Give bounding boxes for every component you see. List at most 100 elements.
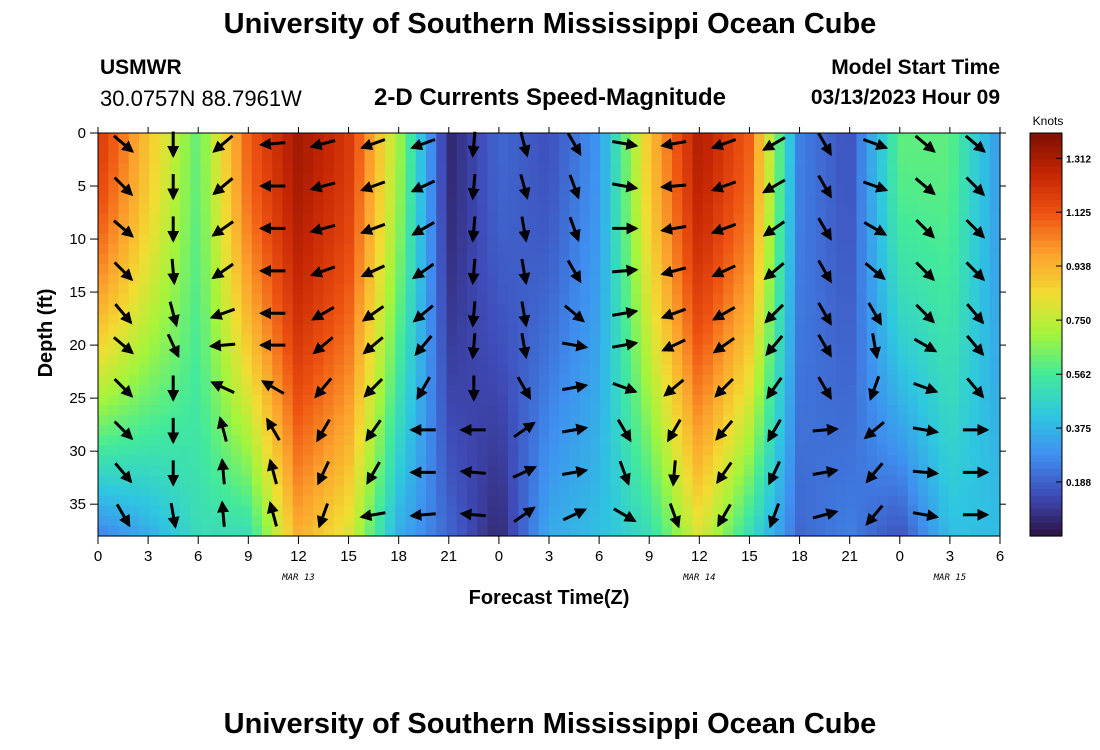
heat-cell — [344, 163, 355, 174]
heat-cell — [149, 233, 161, 245]
current-arrow — [765, 334, 784, 357]
heat-cell — [856, 314, 868, 326]
heat-cell — [733, 425, 745, 436]
heat-cell — [190, 415, 202, 426]
heat-cell — [344, 394, 355, 406]
heat-cell — [200, 203, 212, 215]
heat-cell — [231, 435, 243, 446]
heat-cell — [98, 394, 109, 406]
current-arrow — [115, 503, 131, 528]
heat-cell — [918, 354, 929, 366]
heat-cell — [866, 485, 878, 497]
current-arrow — [612, 180, 639, 193]
heat-cell — [395, 213, 407, 225]
heat-cell — [333, 203, 345, 215]
heat-cell — [190, 243, 202, 255]
heat-cell — [415, 334, 427, 346]
heat-cell — [508, 233, 519, 245]
heat-cell — [180, 213, 191, 225]
heat-cell — [784, 415, 796, 426]
heat-cell — [579, 213, 591, 225]
heat-cell — [508, 344, 519, 356]
heat-cell — [436, 394, 448, 406]
heat-cell — [313, 445, 325, 456]
heat-cell — [159, 394, 171, 406]
heat-cell — [149, 213, 161, 225]
colorbar-segment — [1030, 146, 1062, 154]
heat-cell — [538, 203, 550, 215]
heat-cell — [169, 284, 181, 295]
heat-cell — [631, 203, 642, 215]
heat-cell — [918, 324, 929, 336]
heat-cell — [620, 284, 632, 295]
heat-cell — [405, 394, 417, 406]
heat-cell — [784, 243, 796, 255]
heat-cell — [907, 203, 919, 215]
heat-cell — [436, 384, 448, 396]
current-arrow — [812, 423, 839, 436]
heat-cell — [907, 455, 919, 467]
heat-cell — [538, 405, 550, 416]
heat-cell — [98, 294, 109, 305]
heat-cell — [948, 183, 960, 195]
heat-cell — [456, 394, 468, 406]
heat-cell — [221, 334, 232, 346]
current-arrow — [518, 131, 531, 158]
heat-cell — [241, 243, 253, 255]
heat-cell — [897, 415, 909, 426]
heat-cell — [579, 525, 591, 537]
heat-cell — [928, 263, 940, 275]
heat-cell — [784, 153, 796, 164]
heat-cell — [815, 253, 827, 265]
heat-cell — [426, 344, 437, 356]
heat-cell — [897, 455, 909, 467]
heat-cell — [149, 475, 161, 487]
heat-cell — [846, 193, 858, 205]
heat-cell — [221, 465, 232, 477]
heat-cell — [221, 243, 232, 255]
heat-cell — [825, 415, 837, 426]
heat-cell — [354, 364, 366, 376]
heat-cell — [333, 183, 345, 195]
heat-cell — [610, 455, 622, 467]
heat-cell — [836, 183, 847, 195]
heat-cell — [333, 253, 345, 265]
heat-cell — [620, 405, 632, 416]
x-tick-label: 18 — [390, 548, 407, 565]
x-tick-label: 3 — [545, 548, 553, 565]
colorbar-tick-label: 0.375 — [1066, 424, 1091, 435]
heat-cell — [918, 415, 929, 426]
heat-cell — [702, 173, 714, 184]
heat-cell — [897, 253, 909, 265]
heat-cell — [743, 415, 755, 426]
heat-cell — [405, 223, 417, 235]
heat-cell — [743, 253, 755, 265]
heat-cell — [446, 304, 458, 315]
heat-cell — [887, 274, 899, 285]
heat-cell — [590, 425, 601, 436]
heat-cell — [477, 364, 489, 376]
heat-cell — [590, 253, 601, 265]
heat-cell — [518, 495, 530, 507]
heat-cell — [836, 485, 847, 497]
heat-cell — [98, 233, 109, 245]
heat-cell — [979, 394, 991, 406]
heat-cell — [210, 505, 222, 517]
heat-cell — [139, 223, 150, 235]
heat-cell — [456, 354, 468, 366]
heat-cell — [303, 455, 314, 467]
heat-cell — [877, 435, 888, 446]
current-arrow — [865, 504, 884, 526]
heat-cell — [241, 284, 253, 295]
heat-cell — [128, 505, 140, 517]
heat-cell — [446, 515, 458, 527]
heat-cell — [938, 274, 950, 285]
heat-cell — [364, 324, 376, 336]
heat-cell — [313, 374, 325, 386]
heat-cell — [682, 354, 694, 366]
heat-cell — [395, 475, 407, 487]
current-arrow — [912, 424, 940, 437]
heat-cell — [651, 294, 663, 305]
heat-cell — [344, 364, 355, 376]
heat-cell — [354, 445, 366, 456]
